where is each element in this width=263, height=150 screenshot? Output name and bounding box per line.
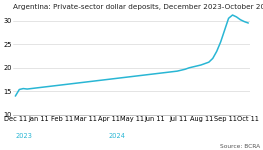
Text: Argentina: Private-sector dollar deposits, December 2023-October 2024 (USDBn): Argentina: Private-sector dollar deposit… bbox=[13, 3, 263, 10]
Text: 2023: 2023 bbox=[15, 133, 32, 139]
Text: 2024: 2024 bbox=[109, 133, 125, 139]
Text: Source: BCRA: Source: BCRA bbox=[220, 144, 260, 148]
